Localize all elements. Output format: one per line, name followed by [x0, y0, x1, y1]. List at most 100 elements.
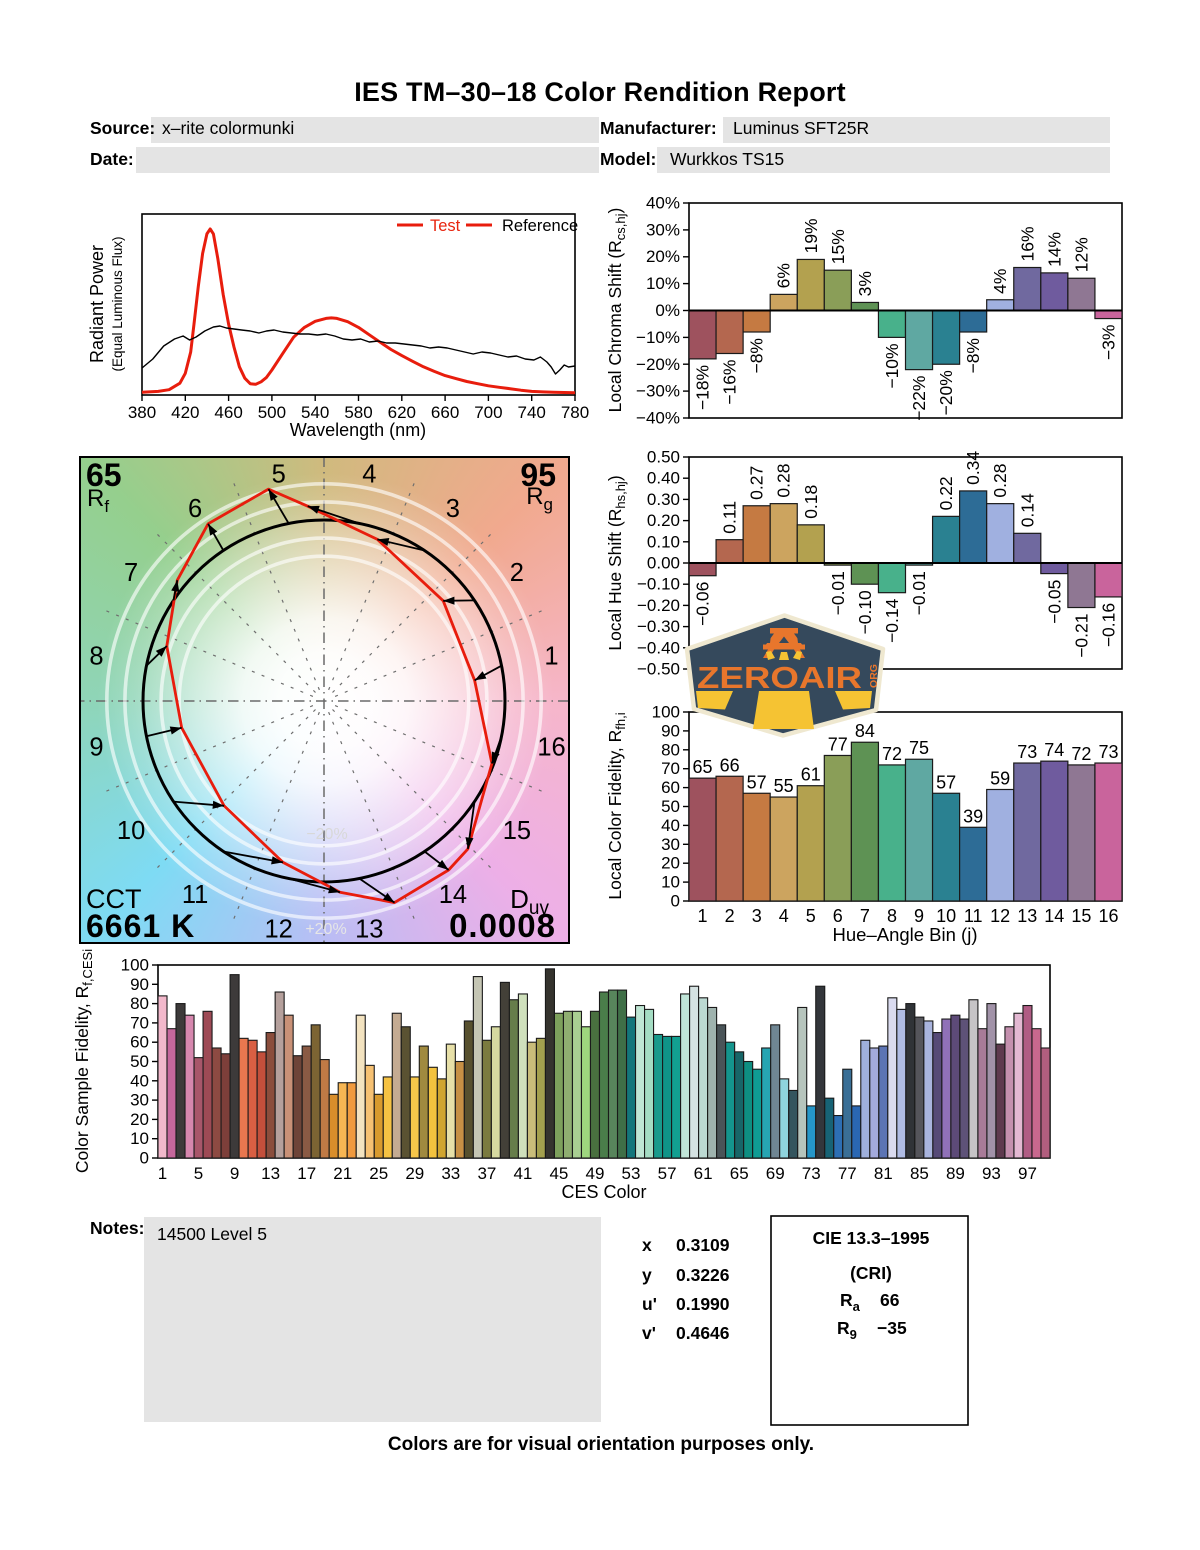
svg-text:9: 9	[914, 906, 924, 926]
svg-text:1: 1	[697, 906, 707, 926]
svg-text:Model:: Model:	[600, 149, 656, 169]
svg-text:72: 72	[882, 744, 902, 764]
svg-text:5: 5	[272, 461, 286, 489]
svg-text:380: 380	[128, 403, 156, 422]
svg-text:9: 9	[89, 733, 103, 761]
svg-text:0%: 0%	[655, 301, 680, 320]
svg-text:Manufacturer:: Manufacturer:	[600, 118, 717, 138]
svg-text:−0.40: −0.40	[637, 638, 680, 657]
svg-text:−0.10: −0.10	[855, 590, 875, 635]
svg-text:15%: 15%	[828, 229, 848, 264]
svg-text:9: 9	[230, 1164, 239, 1183]
svg-text:−0.10: −0.10	[637, 575, 680, 594]
svg-text:0.50: 0.50	[647, 448, 680, 467]
svg-text:16: 16	[1098, 906, 1118, 926]
svg-text:v': v'	[642, 1323, 656, 1343]
svg-text:−0.01: −0.01	[909, 571, 929, 615]
svg-text:Wavelength (nm): Wavelength (nm)	[290, 420, 426, 440]
svg-text:−0.14: −0.14	[882, 598, 902, 643]
svg-text:37: 37	[477, 1164, 496, 1183]
svg-text:Test: Test	[430, 217, 461, 235]
svg-text:15: 15	[1071, 906, 1091, 926]
svg-text:65: 65	[730, 1164, 749, 1183]
svg-text:+20%: +20%	[305, 921, 346, 938]
svg-text:80: 80	[661, 740, 680, 759]
svg-text:8: 8	[887, 906, 897, 926]
svg-text:−0.50: −0.50	[637, 660, 680, 679]
svg-text:3: 3	[752, 906, 762, 926]
svg-text:−40%: −40%	[636, 409, 680, 428]
svg-text:25: 25	[369, 1164, 388, 1183]
svg-text:0: 0	[140, 1149, 149, 1168]
svg-text:x–rite colormunki: x–rite colormunki	[162, 118, 294, 138]
svg-text:4%: 4%	[990, 269, 1010, 294]
svg-text:−8%: −8%	[963, 338, 983, 374]
svg-text:3%: 3%	[855, 271, 875, 296]
svg-text:33: 33	[441, 1164, 460, 1183]
svg-text:10: 10	[117, 817, 145, 845]
svg-text:−22%: −22%	[909, 376, 929, 421]
svg-text:55: 55	[774, 776, 794, 796]
svg-text:x: x	[642, 1235, 652, 1255]
svg-text:0.14: 0.14	[1017, 493, 1037, 527]
svg-text:0.28: 0.28	[990, 464, 1010, 498]
svg-text:50: 50	[661, 797, 680, 816]
svg-text:7: 7	[860, 906, 870, 926]
svg-text:57: 57	[936, 772, 956, 792]
svg-text:Notes:: Notes:	[90, 1218, 144, 1238]
svg-text:20: 20	[130, 1110, 149, 1129]
svg-text:−10%: −10%	[636, 328, 680, 347]
svg-text:y: y	[642, 1265, 652, 1285]
svg-text:50: 50	[130, 1052, 149, 1071]
svg-text:66: 66	[720, 755, 740, 775]
svg-text:R9: R9	[837, 1318, 857, 1342]
svg-text:7: 7	[124, 559, 138, 587]
svg-text:Date:: Date:	[90, 149, 134, 169]
svg-text:65: 65	[86, 457, 122, 493]
svg-text:12: 12	[990, 906, 1010, 926]
svg-text:CCT: CCT	[86, 884, 142, 914]
svg-text:u': u'	[642, 1294, 657, 1314]
svg-text:16: 16	[537, 733, 565, 761]
svg-text:10: 10	[130, 1129, 149, 1148]
svg-text:10%: 10%	[646, 274, 680, 293]
svg-text:580: 580	[344, 403, 372, 422]
svg-text:6: 6	[833, 906, 843, 926]
svg-text:5: 5	[806, 906, 816, 926]
svg-text:Radiant Power: Radiant Power	[87, 245, 107, 363]
svg-text:19%: 19%	[801, 218, 821, 253]
svg-text:780: 780	[561, 403, 589, 422]
svg-text:69: 69	[766, 1164, 785, 1183]
svg-text:3: 3	[446, 495, 460, 523]
svg-text:0.4646: 0.4646	[676, 1323, 730, 1343]
svg-text:59: 59	[990, 769, 1010, 789]
svg-text:−0.30: −0.30	[637, 617, 680, 636]
svg-text:100: 100	[652, 703, 680, 722]
svg-text:77: 77	[828, 735, 848, 755]
svg-text:−16%: −16%	[720, 360, 740, 405]
svg-text:16%: 16%	[1017, 226, 1037, 261]
svg-text:0.22: 0.22	[936, 476, 956, 510]
svg-text:−0.01: −0.01	[828, 571, 848, 615]
svg-text:660: 660	[431, 403, 459, 422]
svg-text:IES TM–30–18 Color Rendition R: IES TM–30–18 Color Rendition Report	[354, 77, 846, 107]
svg-text:4: 4	[779, 906, 789, 926]
svg-text:29: 29	[405, 1164, 424, 1183]
svg-text:4: 4	[362, 461, 376, 489]
svg-text:1: 1	[544, 643, 558, 671]
svg-text:ZEROAIR: ZEROAIR	[697, 660, 862, 695]
svg-text:−0.06: −0.06	[693, 582, 713, 626]
svg-text:30%: 30%	[646, 220, 680, 239]
svg-text:39: 39	[963, 806, 983, 826]
svg-text:620: 620	[388, 403, 416, 422]
svg-text:65: 65	[692, 757, 712, 777]
svg-text:6%: 6%	[774, 263, 794, 288]
svg-text:Rf: Rf	[87, 485, 109, 516]
svg-text:90: 90	[661, 721, 680, 740]
svg-text:12%: 12%	[1071, 237, 1091, 272]
svg-text:−20%: −20%	[636, 355, 680, 374]
svg-text:13: 13	[1017, 906, 1037, 926]
svg-text:Color Sample Fidelity, Rf,CESi: Color Sample Fidelity, Rf,CESi	[72, 949, 95, 1173]
svg-text:2: 2	[725, 906, 735, 926]
svg-text:75: 75	[909, 738, 929, 758]
